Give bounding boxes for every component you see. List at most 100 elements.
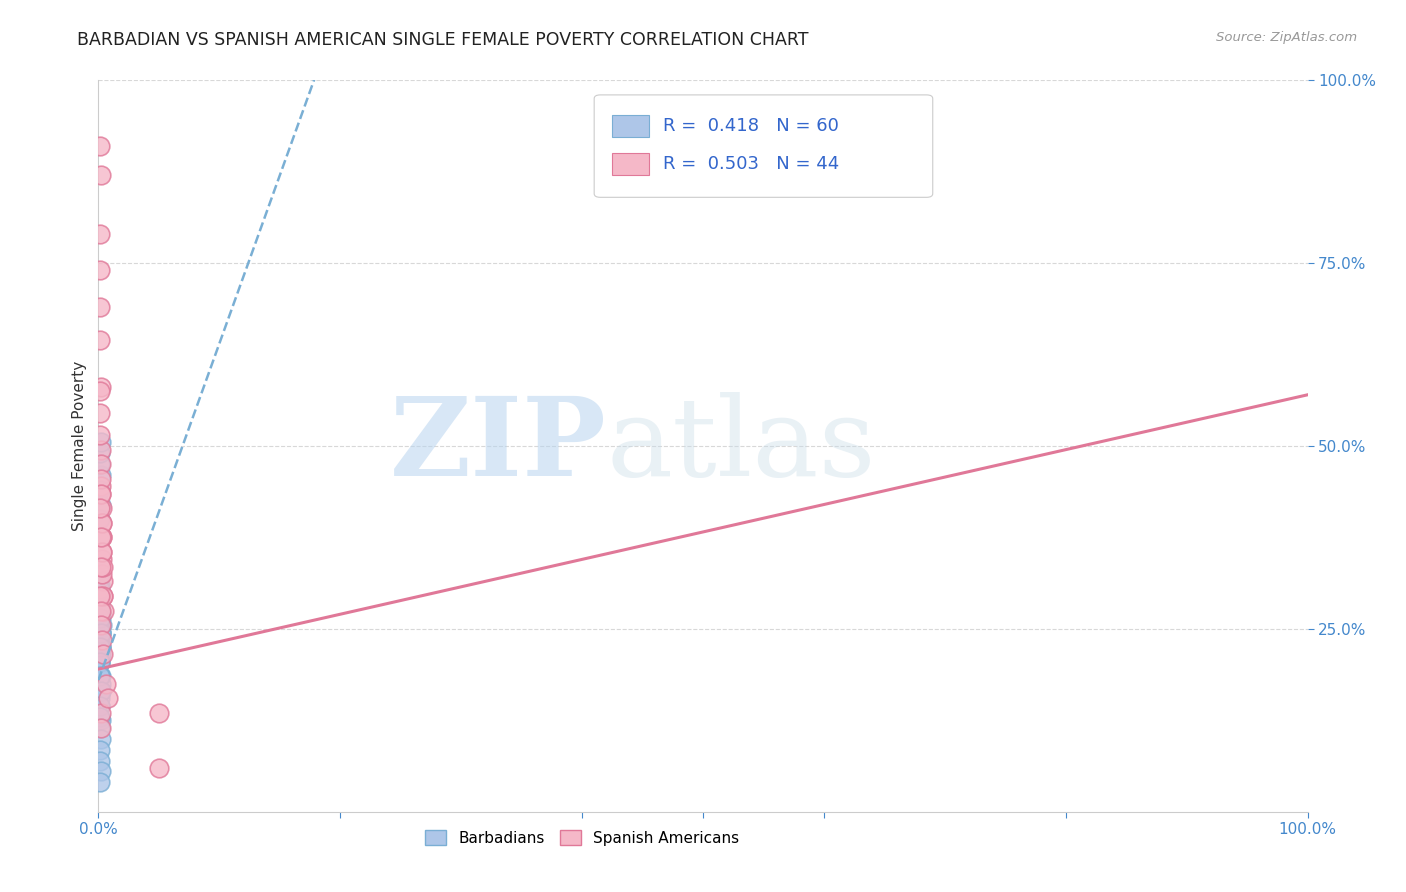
Text: BARBADIAN VS SPANISH AMERICAN SINGLE FEMALE POVERTY CORRELATION CHART: BARBADIAN VS SPANISH AMERICAN SINGLE FEM… <box>77 31 808 49</box>
Point <box>91 545 114 559</box>
Point <box>89 582 111 596</box>
Y-axis label: Single Female Poverty: Single Female Poverty <box>72 361 87 531</box>
Point <box>89 599 111 614</box>
Point <box>90 479 112 493</box>
Point <box>91 552 114 566</box>
Point <box>89 611 111 625</box>
Point <box>90 669 112 683</box>
Point <box>89 599 111 614</box>
Point <box>89 640 111 655</box>
Point <box>90 457 112 471</box>
Text: ZIP: ZIP <box>389 392 606 500</box>
Point <box>94 676 117 690</box>
Point <box>89 384 111 399</box>
Point <box>90 625 112 640</box>
Point <box>89 632 111 647</box>
Point <box>91 516 114 530</box>
Point <box>89 596 111 610</box>
Point <box>90 625 112 640</box>
Point <box>89 622 111 636</box>
Point <box>90 684 112 698</box>
Point <box>90 640 112 655</box>
Point <box>89 446 111 460</box>
Point <box>89 585 111 599</box>
Point <box>91 632 114 647</box>
Point <box>91 559 114 574</box>
Point <box>89 483 111 497</box>
Point <box>89 333 111 347</box>
Point <box>89 589 111 603</box>
Point <box>90 714 112 728</box>
Point <box>89 611 111 625</box>
Point <box>89 227 111 241</box>
Point <box>90 706 112 720</box>
Point <box>91 618 114 632</box>
Point <box>89 655 111 669</box>
Point <box>91 589 114 603</box>
Point <box>93 603 115 617</box>
Point <box>89 599 111 614</box>
Point <box>90 559 112 574</box>
Point <box>89 698 111 713</box>
Point <box>91 567 114 582</box>
Point <box>90 498 112 512</box>
Text: atlas: atlas <box>606 392 876 500</box>
Point <box>91 648 114 662</box>
Point <box>148 706 170 720</box>
Point <box>89 684 111 698</box>
Point <box>89 263 111 277</box>
Point <box>90 435 112 450</box>
Point <box>89 567 111 582</box>
Point <box>91 516 114 530</box>
Point <box>89 563 111 577</box>
Point <box>89 300 111 314</box>
Text: Source: ZipAtlas.com: Source: ZipAtlas.com <box>1216 31 1357 45</box>
Point <box>89 669 111 683</box>
FancyBboxPatch shape <box>613 153 648 176</box>
Point <box>90 676 112 690</box>
Point <box>89 406 111 420</box>
Point <box>97 691 120 706</box>
Point <box>89 754 111 768</box>
Point <box>91 530 114 544</box>
Point <box>89 625 111 640</box>
Point <box>89 589 111 603</box>
Point <box>89 742 111 756</box>
Point <box>91 530 114 544</box>
Point <box>90 640 112 655</box>
Point <box>89 691 111 706</box>
Point <box>90 442 112 457</box>
Point <box>89 571 111 585</box>
Point <box>148 761 170 775</box>
Point <box>89 501 111 516</box>
Point <box>89 655 111 669</box>
Point <box>89 721 111 735</box>
Text: R =  0.503   N = 44: R = 0.503 N = 44 <box>664 155 839 173</box>
Point <box>89 530 111 544</box>
FancyBboxPatch shape <box>595 95 932 197</box>
Point <box>90 486 112 500</box>
Point <box>90 611 112 625</box>
Point <box>89 698 111 713</box>
FancyBboxPatch shape <box>613 115 648 137</box>
Point <box>89 651 111 665</box>
Point <box>90 603 112 617</box>
Point <box>89 457 111 471</box>
Text: R =  0.418   N = 60: R = 0.418 N = 60 <box>664 118 839 136</box>
Point <box>89 428 111 442</box>
Point <box>90 472 112 486</box>
Point <box>90 731 112 746</box>
Point <box>89 655 111 669</box>
Point <box>90 468 112 483</box>
Point <box>89 775 111 789</box>
Point <box>90 169 112 183</box>
Point <box>89 512 111 526</box>
Point <box>90 764 112 779</box>
Point <box>89 139 111 153</box>
Point <box>90 648 112 662</box>
Point <box>90 607 112 622</box>
Point <box>90 721 112 735</box>
Point <box>91 574 114 589</box>
Point <box>90 530 112 544</box>
Point <box>89 669 111 683</box>
